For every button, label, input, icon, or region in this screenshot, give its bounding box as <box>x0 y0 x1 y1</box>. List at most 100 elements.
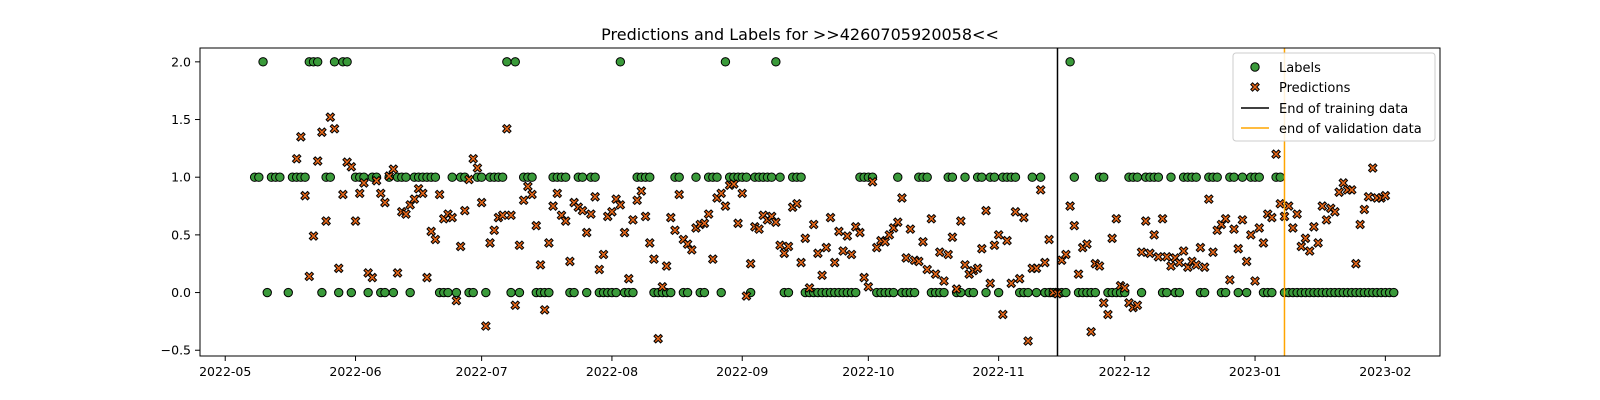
x-tick-label: 2022-12 <box>1099 364 1151 379</box>
prediction-point <box>918 236 928 247</box>
label-point <box>615 57 626 67</box>
label-point <box>317 287 327 298</box>
label-point <box>893 172 903 182</box>
prediction-point <box>1220 213 1231 224</box>
prediction-point <box>594 264 605 275</box>
label-point <box>1166 172 1176 182</box>
prediction-point <box>295 131 306 142</box>
label-point <box>851 287 861 298</box>
label-point <box>447 172 457 182</box>
prediction-point <box>871 242 882 253</box>
prediction-point <box>737 188 748 199</box>
label-point <box>716 287 726 298</box>
prediction-point <box>1355 219 1366 230</box>
prediction-point <box>779 248 790 259</box>
label-point <box>977 172 987 182</box>
prediction-point <box>586 209 596 220</box>
prediction-point <box>1271 149 1281 160</box>
prediction-point <box>863 281 874 292</box>
prediction-point <box>1367 163 1378 173</box>
prediction-point <box>329 123 340 134</box>
label-point <box>1191 172 1201 182</box>
prediction-point <box>1006 278 1017 289</box>
prediction-point <box>472 163 483 173</box>
prediction-point <box>670 225 680 236</box>
label-point <box>342 57 352 67</box>
label-point <box>312 57 323 67</box>
prediction-point <box>321 216 332 226</box>
prediction-point <box>855 227 865 238</box>
y-tick-label: 1.5 <box>171 112 191 127</box>
label-point <box>720 57 731 67</box>
label-point <box>346 287 357 298</box>
x-tick-label: 2022-09 <box>716 364 768 379</box>
prediction-point <box>476 197 487 208</box>
prediction-point <box>661 261 672 271</box>
prediction-point <box>308 231 319 241</box>
x-tick-label: 2022-06 <box>329 364 381 379</box>
prediction-point <box>657 281 668 292</box>
prediction-point <box>897 193 907 203</box>
label-point <box>1199 287 1210 298</box>
prediction-point <box>1363 191 1374 202</box>
label-point <box>939 287 949 298</box>
prediction-point <box>796 257 806 268</box>
label-point <box>329 57 340 67</box>
prediction-point <box>699 218 710 229</box>
prediction-point <box>1044 234 1054 245</box>
prediction-point <box>1166 261 1176 271</box>
label-point <box>1237 172 1248 182</box>
prediction-point <box>981 205 991 216</box>
prediction-point <box>564 256 575 267</box>
x-tick-label: 2022-10 <box>842 364 894 379</box>
label-point <box>1023 287 1033 298</box>
prediction-point <box>1250 276 1260 286</box>
legend-labels-marker <box>1250 62 1260 72</box>
prediction-point <box>514 240 525 251</box>
label-point <box>506 287 516 298</box>
label-point <box>645 172 655 182</box>
prediction-point <box>884 229 895 240</box>
prediction-point <box>728 179 739 190</box>
prediction-point <box>985 278 996 289</box>
prediction-point <box>930 269 941 280</box>
label-point <box>380 287 390 298</box>
prediction-point <box>1039 257 1050 268</box>
label-point <box>1233 287 1243 298</box>
label-point <box>699 287 710 298</box>
label-point <box>888 287 899 298</box>
prediction-point <box>1258 238 1269 248</box>
prediction-point <box>384 171 395 181</box>
prediction-point <box>1098 298 1109 308</box>
legend-entry-label: End of training data <box>1279 102 1408 117</box>
prediction-point <box>346 161 357 172</box>
prediction-point <box>842 231 853 241</box>
prediction-point <box>834 226 844 237</box>
prediction-point <box>1023 336 1033 346</box>
label-point <box>783 287 794 298</box>
prediction-point <box>1103 309 1113 320</box>
label-point <box>283 287 293 298</box>
prediction-point <box>464 174 474 185</box>
label-point <box>1212 172 1222 182</box>
prediction-point <box>1157 213 1168 224</box>
prediction-point <box>577 205 588 216</box>
prediction-point <box>350 216 361 226</box>
prediction-point <box>388 164 399 175</box>
prediction-point <box>380 197 390 208</box>
prediction-point <box>829 257 840 268</box>
prediction-point <box>1073 269 1084 280</box>
prediction-point <box>392 268 403 278</box>
prediction-point <box>867 176 878 187</box>
label-point <box>968 287 979 298</box>
prediction-point <box>1203 194 1214 205</box>
x-tick-label: 2023-02 <box>1359 364 1411 379</box>
prediction-point <box>800 233 811 244</box>
label-point <box>430 172 441 182</box>
prediction-point <box>1300 233 1311 244</box>
prediction-point <box>1351 258 1361 269</box>
prediction-point <box>943 249 954 260</box>
label-point <box>334 287 344 298</box>
prediction-point <box>955 216 966 226</box>
label-point <box>1031 287 1042 298</box>
